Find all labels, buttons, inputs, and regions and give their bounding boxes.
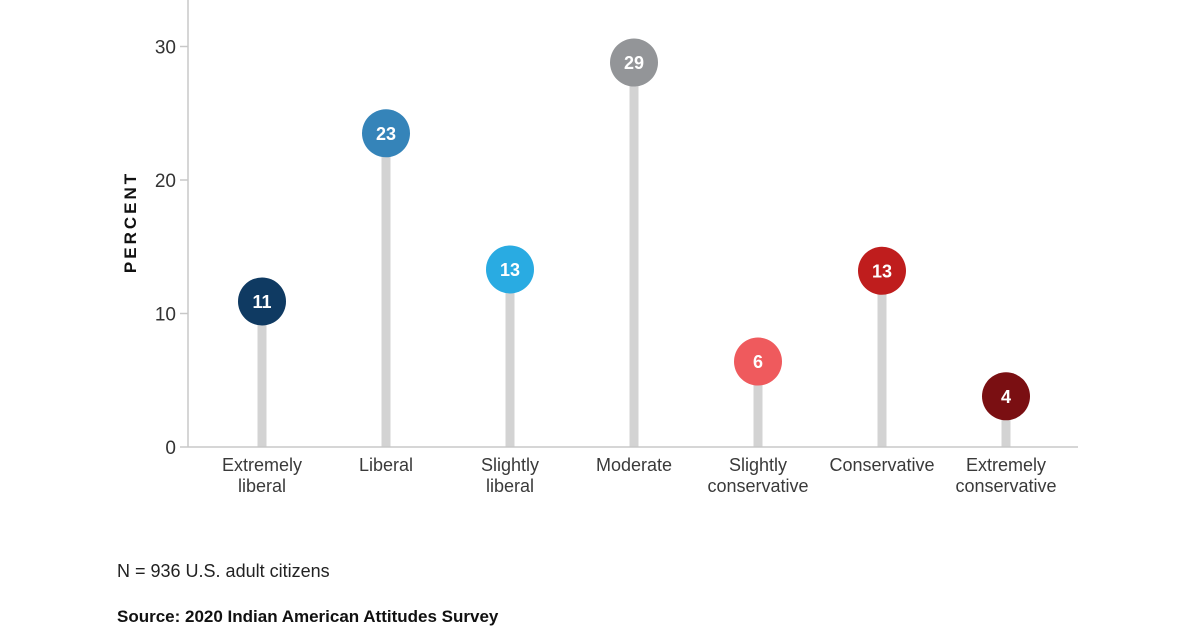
category-label-line: liberal (486, 476, 534, 496)
lollipop-stem (877, 270, 887, 447)
y-tick-label: 10 (155, 305, 176, 326)
y-tick-label: 30 (155, 38, 176, 59)
lollipop-stem (1001, 396, 1011, 447)
lollipop-stem (381, 133, 391, 447)
category-label-line: liberal (238, 476, 286, 496)
value-label: 4 (1001, 387, 1011, 407)
value-label: 6 (753, 352, 763, 372)
category-label-line: Slightly (729, 455, 787, 475)
source-note: Source: 2020 Indian American Attitudes S… (117, 607, 499, 626)
y-axis: 0 10 20 30 (155, 0, 189, 459)
value-label: 29 (624, 53, 644, 73)
lollipop-dot (610, 38, 658, 87)
category-label-line: Conservative (829, 455, 934, 475)
lollipop-stem (505, 269, 515, 447)
lollipop-stem (753, 361, 763, 447)
value-label: 11 (252, 292, 271, 312)
category-label: Slightly conservative (707, 455, 808, 496)
value-label: 13 (872, 261, 892, 281)
category-label: Extremely liberal (222, 455, 302, 496)
lollipop-dot (362, 109, 410, 158)
category-label: Liberal (359, 455, 413, 475)
category-label-line: Slightly (481, 455, 539, 475)
sample-size-note: N = 936 U.S. adult citizens (117, 561, 330, 581)
category-label: Conservative (829, 455, 934, 475)
lollipop-stem (629, 62, 639, 448)
value-label: 23 (376, 124, 396, 144)
dots: 11 23 13 29 6 13 4 (238, 38, 1030, 421)
stems (257, 62, 1011, 448)
lollipop-stem (257, 301, 267, 447)
lollipop-dot (486, 245, 534, 294)
category-label-line: Moderate (596, 455, 672, 475)
lollipop-dot (734, 337, 782, 386)
lollipop-dot (982, 372, 1030, 421)
category-label: Slightly liberal (481, 455, 539, 496)
category-label: Extremely conservative (955, 455, 1056, 496)
category-label-line: conservative (955, 476, 1056, 496)
y-axis-title: PERCENT (121, 171, 140, 273)
category-label-line: conservative (707, 476, 808, 496)
category-label: Moderate (596, 455, 672, 475)
y-tick-label: 20 (155, 171, 176, 192)
category-label-line: Liberal (359, 455, 413, 475)
lollipop-dot (858, 246, 906, 295)
value-label: 13 (500, 260, 520, 280)
y-tick-label: 0 (165, 438, 176, 459)
lollipop-dot (238, 277, 286, 326)
category-label-line: Extremely (966, 455, 1046, 475)
category-label-line: Extremely (222, 455, 302, 475)
